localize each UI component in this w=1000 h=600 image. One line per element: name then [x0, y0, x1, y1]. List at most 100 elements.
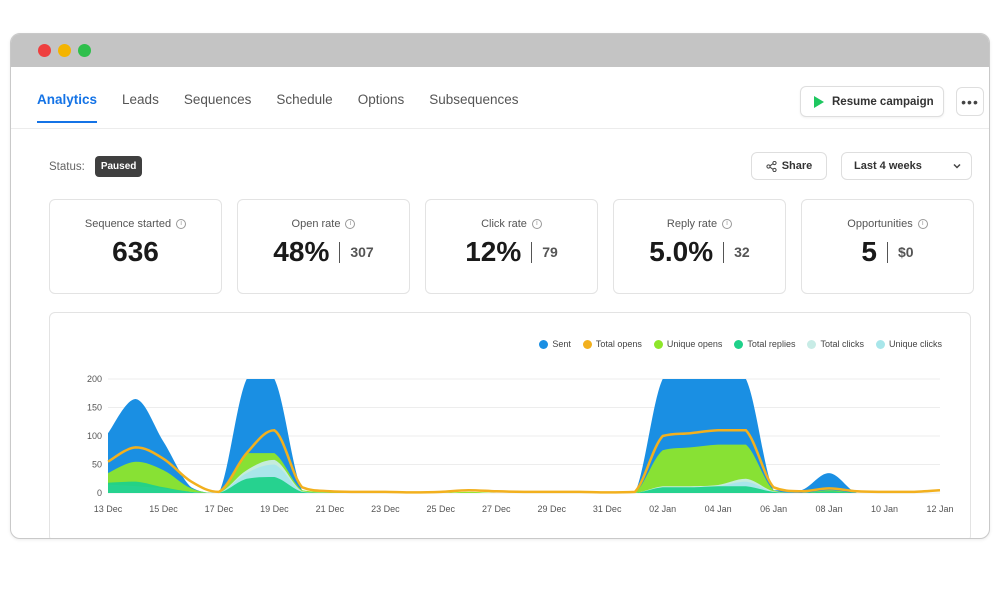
status-label: Status:: [49, 160, 85, 173]
metric-card-click-rate: Click rate i 12% 79: [425, 199, 598, 294]
metric-label-text: Opportunities: [847, 218, 913, 230]
x-tick-label: 17 Dec: [205, 504, 234, 514]
x-tick-label: 08 Jan: [816, 504, 843, 514]
tab-schedule[interactable]: Schedule: [276, 92, 333, 107]
info-icon[interactable]: i: [531, 219, 542, 229]
metric-value-row: 636: [50, 236, 221, 268]
legend-item-unique-clicks[interactable]: Unique clicks: [875, 339, 942, 349]
legend-label: Total replies: [747, 339, 796, 349]
legend-label: Unique clicks: [888, 339, 942, 349]
metric-divider: [339, 241, 341, 263]
legend-swatch: [582, 339, 592, 349]
metric-divider: [531, 241, 533, 263]
metric-count: $0: [898, 244, 914, 260]
area-series-total-replies[interactable]: [108, 477, 940, 493]
more-options-button[interactable]: •••: [956, 87, 984, 116]
tab-leads[interactable]: Leads: [122, 92, 159, 107]
metric-count: 307: [350, 244, 374, 260]
status-badge: Paused: [94, 156, 143, 177]
metric-value-row: 5 $0: [802, 236, 973, 268]
x-tick-label: 10 Jan: [871, 504, 898, 514]
y-tick-label: 150: [87, 403, 102, 413]
legend-swatch: [539, 339, 549, 349]
legend-item-total-clicks[interactable]: Total clicks: [807, 339, 864, 349]
legend-label: Sent: [552, 339, 571, 349]
maximize-window-button[interactable]: [78, 44, 91, 57]
x-tick-label: 02 Jan: [649, 504, 676, 514]
title-bar: [11, 34, 989, 67]
app-window: Analytics Leads Sequences Schedule Optio…: [10, 33, 990, 539]
x-tick-label: 29 Dec: [537, 504, 566, 514]
metric-value: 12%: [465, 236, 522, 267]
area-series-unique-opens[interactable]: [108, 444, 940, 493]
metric-label: Click rate i: [426, 218, 597, 230]
chevron-down-icon: [953, 163, 961, 169]
legend-swatch: [734, 339, 744, 349]
legend-item-unique-opens[interactable]: Unique opens: [653, 339, 723, 349]
metric-card-opportunities: Opportunities i 5 $0: [801, 199, 974, 294]
x-tick-label: 12 Jan: [926, 504, 953, 514]
date-range-select[interactable]: Last 4 weeks: [841, 152, 972, 180]
legend-swatch: [807, 339, 817, 349]
x-tick-label: 21 Dec: [316, 504, 345, 514]
legend-item-sent[interactable]: Sent: [539, 339, 571, 349]
legend-item-total-replies[interactable]: Total replies: [734, 339, 795, 349]
date-range-value: Last 4 weeks: [854, 160, 922, 172]
analytics-chart-panel: Sent Total opens Unique opens Total replies…: [49, 312, 971, 538]
share-button[interactable]: Share: [751, 152, 827, 180]
metric-label: Reply rate i: [614, 218, 785, 230]
status-row: Status: Paused: [49, 156, 143, 177]
metric-label: Opportunities i: [802, 218, 973, 230]
metric-value: 5: [861, 236, 877, 267]
info-icon[interactable]: i: [917, 219, 928, 229]
analytics-area-chart: 0 50 100 150 200 13 Dec 15 Dec 17 Dec 19 Dec 21 D…: [87, 374, 954, 514]
play-icon: [814, 95, 824, 108]
tab-options[interactable]: Options: [357, 92, 405, 107]
minimize-window-button[interactable]: [58, 44, 71, 57]
tab-sequences[interactable]: Sequences: [183, 92, 252, 107]
campaign-tabs: Analytics Leads Sequences Schedule Optio…: [37, 92, 544, 123]
metric-label-text: Sequence started: [84, 218, 172, 230]
tabs-divider: [11, 128, 989, 129]
share-icon: [766, 160, 777, 172]
metric-label-text: Open rate: [291, 218, 341, 230]
y-tick-label: 50: [92, 460, 102, 470]
legend-swatch: [653, 339, 663, 349]
x-tick-label: 25 Dec: [427, 504, 456, 514]
resume-campaign-label: Resume campaign: [832, 95, 934, 108]
line-series-total-opens[interactable]: [107, 429, 941, 494]
metric-divider: [723, 241, 725, 263]
x-tick-label: 04 Jan: [705, 504, 732, 514]
metric-label: Open rate i: [238, 218, 409, 230]
area-series-unique-clicks[interactable]: [108, 464, 940, 494]
legend-label: Unique opens: [666, 339, 723, 349]
metric-value-row: 12% 79: [426, 236, 597, 268]
y-tick-label: 200: [87, 374, 102, 384]
x-tick-label: 19 Dec: [260, 504, 289, 514]
metric-cards: Sequence started i 636 Open rate i 48% 3…: [49, 199, 974, 294]
y-tick-label: 0: [97, 488, 102, 498]
tab-analytics[interactable]: Analytics: [37, 92, 98, 123]
info-icon[interactable]: i: [722, 219, 733, 229]
chart-legend: Sent Total opens Unique opens Total replies…: [539, 339, 942, 349]
info-icon[interactable]: i: [176, 219, 187, 229]
metric-value: 5.0%: [649, 236, 714, 267]
metric-value-row: 48% 307: [238, 236, 409, 268]
legend-label: Total opens: [595, 339, 642, 349]
info-icon[interactable]: i: [345, 219, 356, 229]
x-tick-label: 06 Jan: [760, 504, 787, 514]
legend-swatch: [875, 339, 885, 349]
x-tick-label: 31 Dec: [593, 504, 622, 514]
legend-item-total-opens[interactable]: Total opens: [582, 339, 642, 349]
x-tick-label: 15 Dec: [149, 504, 178, 514]
y-tick-label: 100: [87, 431, 102, 441]
x-tick-label: 13 Dec: [94, 504, 123, 514]
metric-value: 48%: [273, 236, 330, 267]
tab-subsequences[interactable]: Subsequences: [429, 92, 519, 107]
close-window-button[interactable]: [38, 44, 51, 57]
metric-divider: [887, 241, 888, 263]
x-tick-label: 23 Dec: [371, 504, 400, 514]
resume-campaign-button[interactable]: Resume campaign: [800, 86, 944, 117]
metric-count: 32: [734, 244, 750, 260]
metric-label: Sequence started i: [50, 218, 221, 230]
